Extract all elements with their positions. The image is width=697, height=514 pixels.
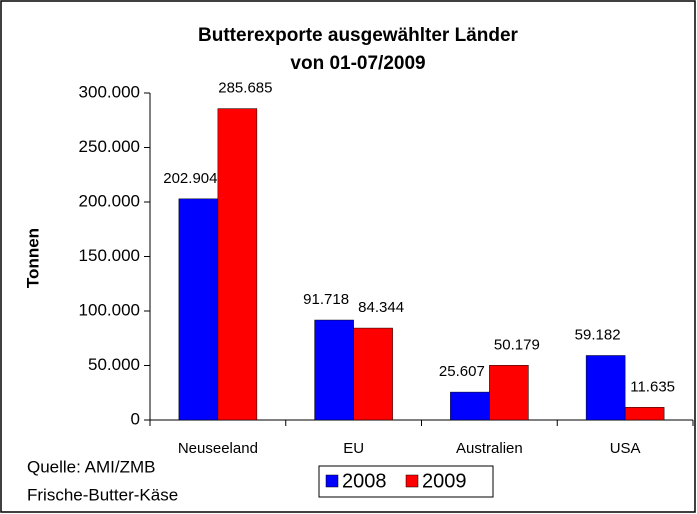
y-axis-label: Tonnen [23, 228, 42, 288]
y-tick-label: 100.000 [79, 300, 140, 319]
bar [217, 108, 258, 421]
legend-swatch [405, 474, 419, 488]
bar [353, 327, 393, 421]
bar [178, 198, 219, 421]
y-tick-label: 50.000 [88, 355, 140, 374]
bar [585, 355, 626, 421]
x-tick-label: EU [343, 440, 364, 457]
y-tick-label: 150.000 [79, 246, 140, 265]
legend-label: 2008 [342, 470, 387, 492]
bar [624, 407, 665, 421]
bar [314, 319, 354, 421]
value-label: 59.182 [575, 326, 621, 343]
value-label: 91.718 [303, 291, 349, 308]
annotation: Frische-Butter-Käse [27, 485, 178, 504]
y-tick-label: 300.000 [79, 82, 140, 101]
x-tick-label: Australien [456, 440, 523, 457]
x-tick-label: Neuseeland [178, 440, 258, 457]
value-label: 84.344 [358, 299, 404, 316]
bar [450, 391, 490, 421]
chart-title: Butterexporte ausgewählter Länder [198, 25, 519, 46]
value-label: 285.685 [218, 80, 272, 97]
y-tick-label: 0 [131, 409, 140, 428]
bar [489, 365, 529, 421]
y-tick-label: 250.000 [79, 137, 140, 156]
value-label: 202.904 [163, 170, 217, 187]
legend-swatch [325, 474, 339, 488]
value-label: 50.179 [494, 336, 540, 353]
annotation: Quelle: AMI/ZMB [27, 457, 155, 476]
chart-title: von 01-07/2009 [290, 53, 425, 74]
value-label: 11.635 [630, 378, 675, 395]
x-tick-label: USA [610, 440, 641, 457]
legend-label: 2009 [422, 470, 467, 492]
y-tick-label: 200.000 [79, 191, 140, 210]
value-label: 25.607 [439, 363, 485, 380]
